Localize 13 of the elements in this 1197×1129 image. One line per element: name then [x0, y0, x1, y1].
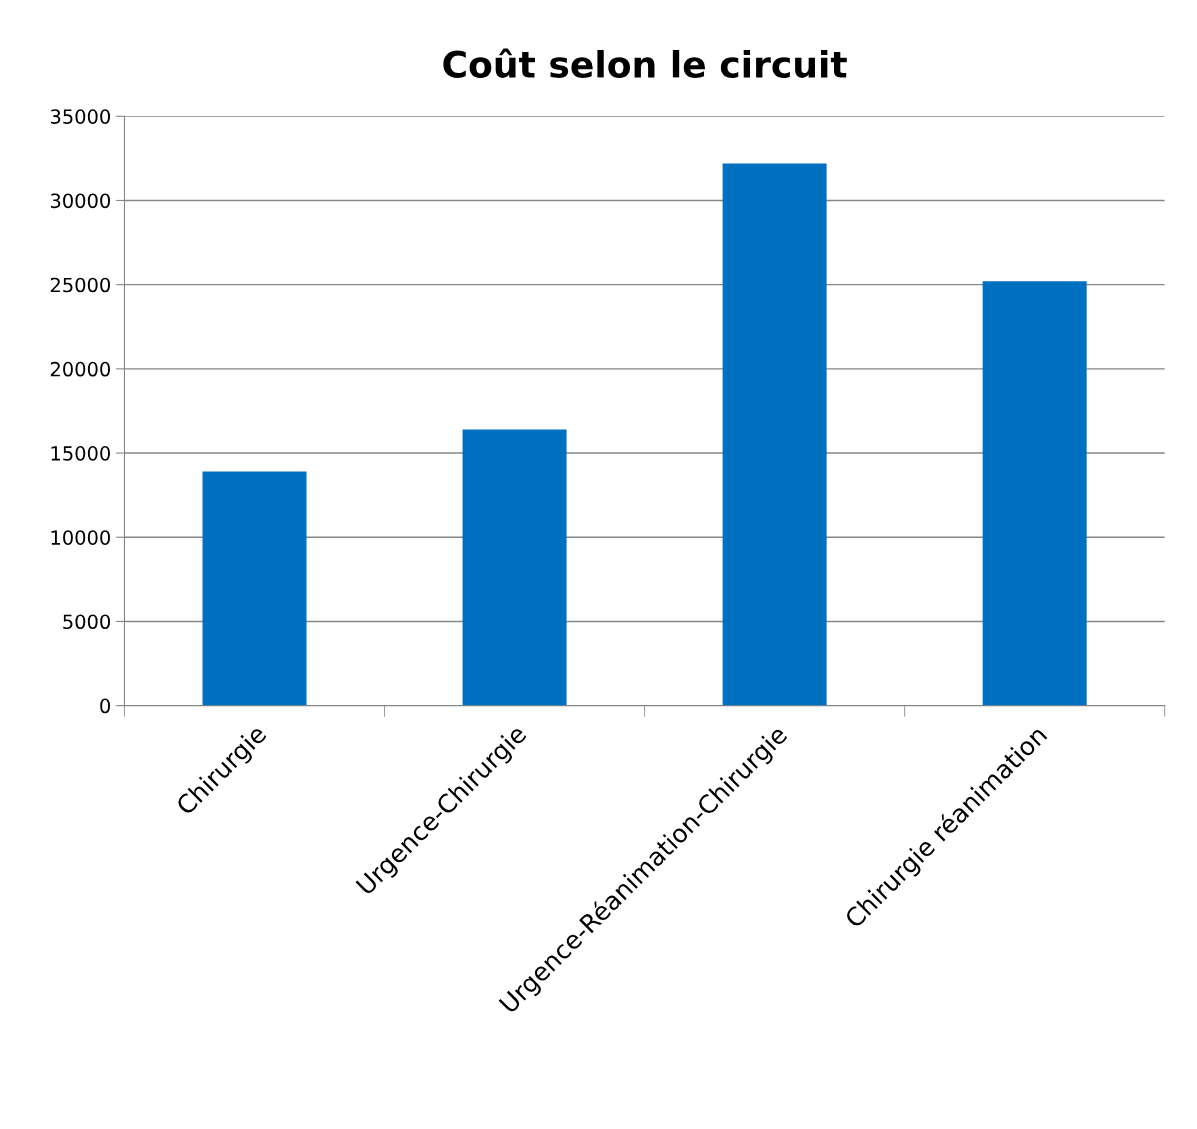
y-tick-label: 35000: [50, 109, 110, 124]
bar: [722, 163, 827, 706]
y-tick-label: 5000: [63, 614, 110, 630]
y-tick-label: 20000: [50, 361, 110, 377]
chart-title: Coût selon le circuit: [443, 48, 847, 78]
y-tick-label: 0: [100, 698, 110, 714]
y-tick-label: 10000: [51, 530, 110, 545]
y-tick-label: 30000: [50, 193, 110, 209]
bar: [982, 281, 1087, 706]
bar: [462, 429, 567, 706]
y-tick-label: 25000: [50, 277, 110, 293]
bar: [202, 471, 307, 706]
y-tick-label: 15000: [51, 446, 110, 461]
